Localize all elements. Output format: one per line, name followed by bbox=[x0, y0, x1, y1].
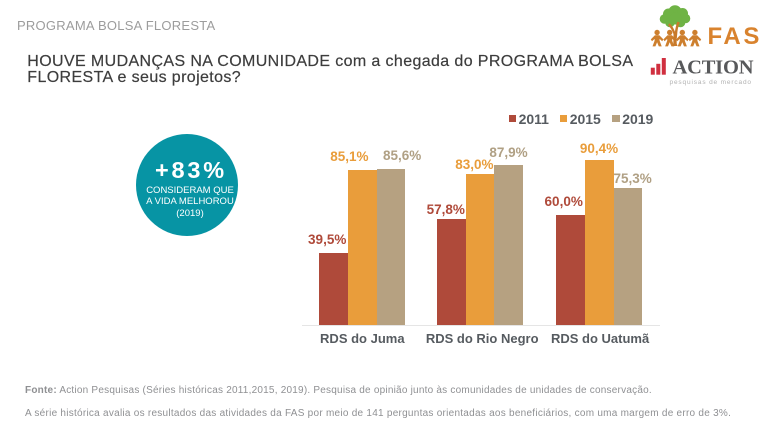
svg-text:pesquisas de mercado: pesquisas de mercado bbox=[670, 79, 752, 86]
svg-text:ACTION: ACTION bbox=[673, 57, 754, 79]
svg-text:FAS: FAS bbox=[708, 23, 762, 50]
